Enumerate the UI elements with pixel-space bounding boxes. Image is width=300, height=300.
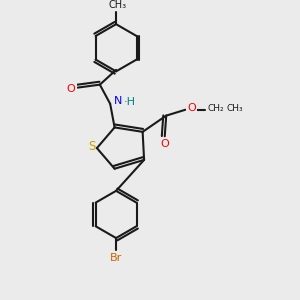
Text: N: N: [114, 96, 123, 106]
Text: O: O: [67, 84, 76, 94]
Text: Br: Br: [110, 253, 122, 263]
Text: O: O: [188, 103, 196, 113]
Text: O: O: [160, 139, 169, 149]
Text: ·H: ·H: [123, 97, 135, 107]
Text: S: S: [88, 140, 95, 153]
Text: CH₂: CH₂: [208, 104, 224, 113]
Text: CH₃: CH₃: [226, 104, 243, 113]
Text: CH₃: CH₃: [109, 0, 127, 10]
